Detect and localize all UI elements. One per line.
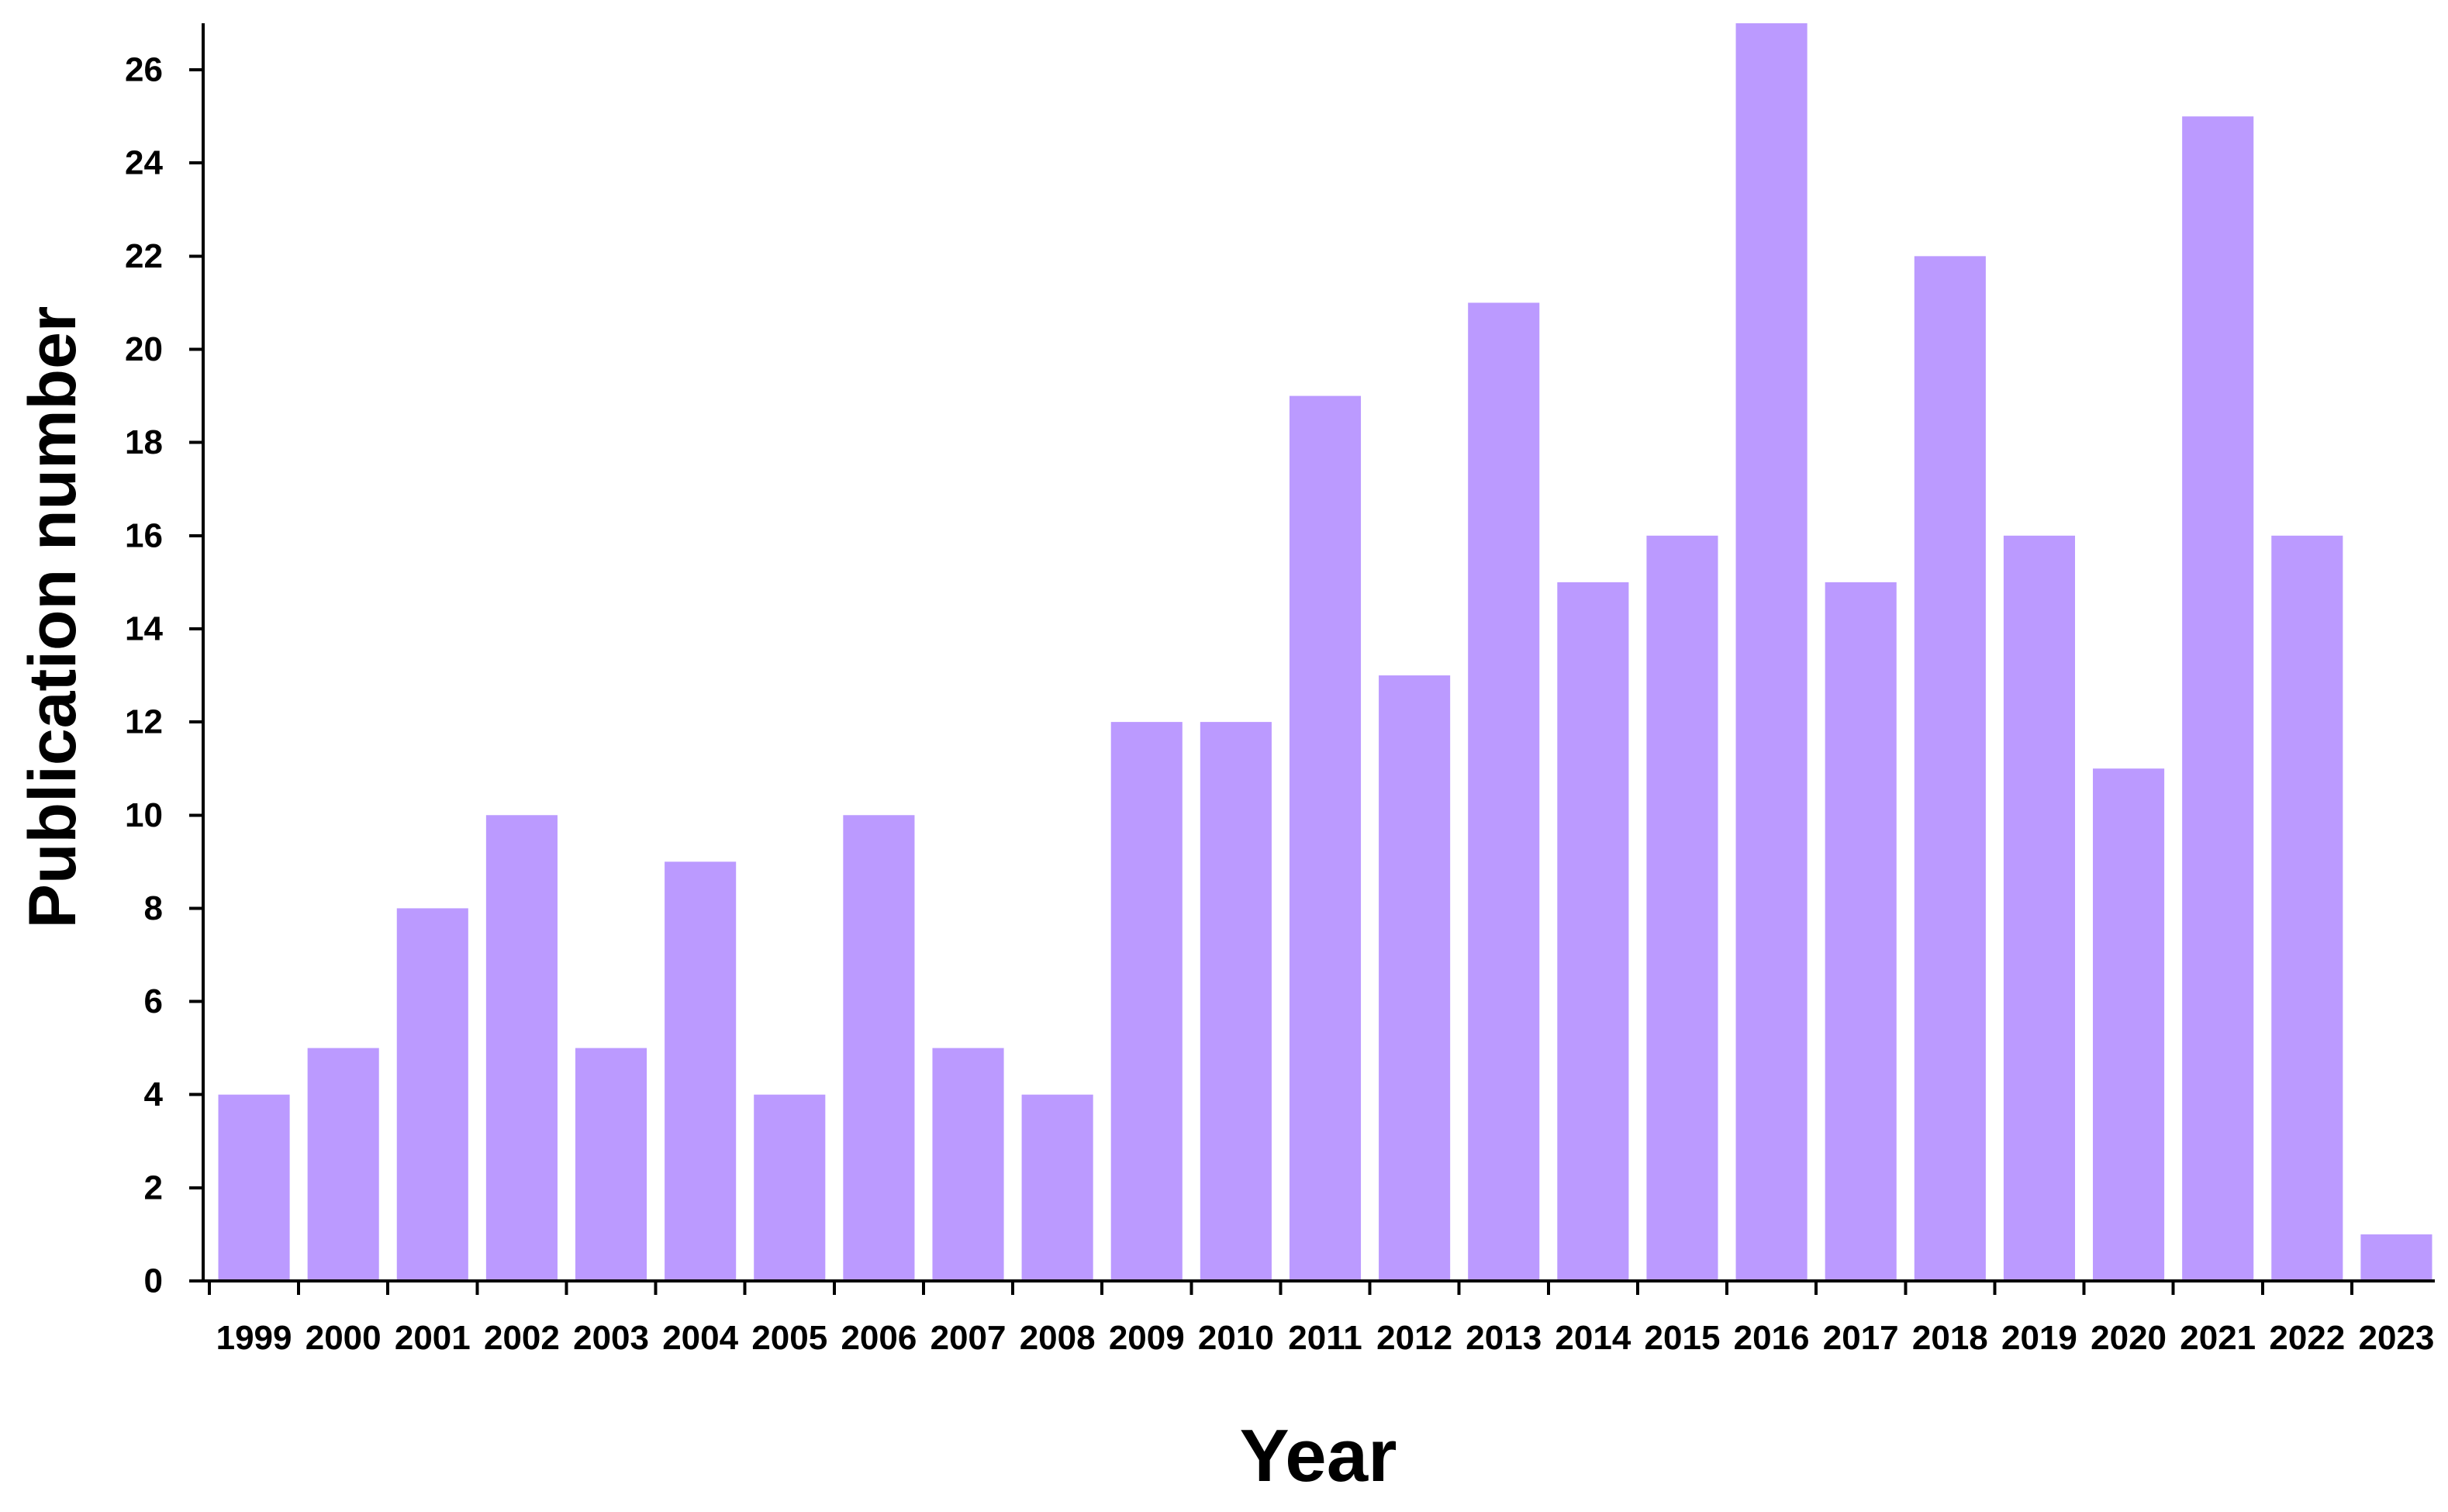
- y-tick-label-16: 16: [125, 516, 163, 554]
- y-tick-label-14: 14: [125, 609, 163, 647]
- y-tick-label-20: 20: [125, 330, 163, 368]
- x-tick-label-2018: 2018: [1912, 1319, 1988, 1357]
- bar-2018: [1914, 256, 1986, 1281]
- bar-2019: [2003, 535, 2076, 1281]
- y-tick-label-2: 2: [144, 1169, 163, 1206]
- y-axis-title: Publication number: [16, 306, 90, 929]
- y-tick-label-0: 0: [144, 1262, 163, 1300]
- bar-2023: [2360, 1234, 2432, 1281]
- bar-2004: [665, 861, 737, 1281]
- y-tick-label-8: 8: [144, 889, 163, 927]
- bar-2017: [1825, 582, 1897, 1281]
- bar-1999: [218, 1094, 290, 1281]
- x-tick-label-2002: 2002: [484, 1319, 560, 1357]
- bar-2020: [2093, 768, 2165, 1281]
- x-tick-label-2016: 2016: [1734, 1319, 1810, 1357]
- x-tick-label-2015: 2015: [1645, 1319, 1721, 1357]
- bar-2012: [1379, 675, 1451, 1281]
- x-tick-label-2021: 2021: [2180, 1319, 2256, 1357]
- x-tick-label-2014: 2014: [1555, 1319, 1631, 1357]
- x-tick-label-2013: 2013: [1466, 1319, 1542, 1357]
- x-tick-label-2006: 2006: [841, 1319, 917, 1357]
- bar-2021: [2182, 116, 2254, 1281]
- x-tick-label-2000: 2000: [306, 1319, 382, 1357]
- y-tick-label-12: 12: [125, 703, 163, 741]
- bar-2022: [2271, 535, 2343, 1281]
- bar-2010: [1200, 722, 1272, 1281]
- bar-2011: [1289, 395, 1362, 1282]
- bars-layer: [218, 23, 2432, 1282]
- x-tick-label-1999: 1999: [216, 1319, 292, 1357]
- bar-2005: [754, 1094, 826, 1281]
- x-tick-label-2008: 2008: [1020, 1319, 1096, 1357]
- x-tick-label-2023: 2023: [2358, 1319, 2434, 1357]
- y-tick-label-4: 4: [144, 1075, 164, 1113]
- bar-2002: [485, 815, 558, 1281]
- axes-layer: [202, 23, 2435, 1282]
- y-tick-label-24: 24: [125, 144, 163, 182]
- bar-2003: [575, 1048, 647, 1281]
- x-tick-label-2010: 2010: [1198, 1319, 1274, 1357]
- bar-2013: [1468, 302, 1540, 1282]
- x-tick-label-2011: 2011: [1288, 1319, 1362, 1357]
- x-tick-label-2020: 2020: [2091, 1319, 2167, 1357]
- bar-2014: [1557, 582, 1629, 1281]
- bar-2007: [932, 1048, 1004, 1281]
- y-tick-label-10: 10: [125, 796, 163, 834]
- x-tick-label-2012: 2012: [1376, 1319, 1452, 1357]
- x-tick-label-2001: 2001: [395, 1319, 471, 1357]
- bar-2016: [1735, 23, 1808, 1281]
- y-tick-label-18: 18: [125, 423, 163, 461]
- y-tick-label-6: 6: [144, 982, 163, 1020]
- x-axis-title: Year: [1240, 1414, 1397, 1497]
- bar-2000: [307, 1048, 379, 1281]
- x-tick-label-2003: 2003: [573, 1319, 649, 1357]
- x-tick-label-2009: 2009: [1109, 1319, 1185, 1357]
- bar-2009: [1110, 722, 1183, 1281]
- bar-2001: [396, 908, 468, 1281]
- y-tick-label-26: 26: [125, 51, 163, 89]
- bar-2008: [1021, 1094, 1093, 1281]
- x-ticks-layer: 1999 2000 2001 2002 2003 2004 2005 2006 2007 2008…: [208, 1281, 2434, 1357]
- x-tick-label-2017: 2017: [1823, 1319, 1899, 1357]
- bar-2015: [1646, 535, 1718, 1281]
- x-tick-label-2004: 2004: [662, 1319, 738, 1357]
- x-tick-label-2022: 2022: [2269, 1319, 2345, 1357]
- x-tick-label-2005: 2005: [751, 1319, 827, 1357]
- x-tick-label-2019: 2019: [2001, 1319, 2077, 1357]
- y-tick-label-22: 22: [125, 237, 163, 275]
- x-tick-label-2007: 2007: [931, 1319, 1006, 1357]
- bar-2006: [843, 815, 915, 1281]
